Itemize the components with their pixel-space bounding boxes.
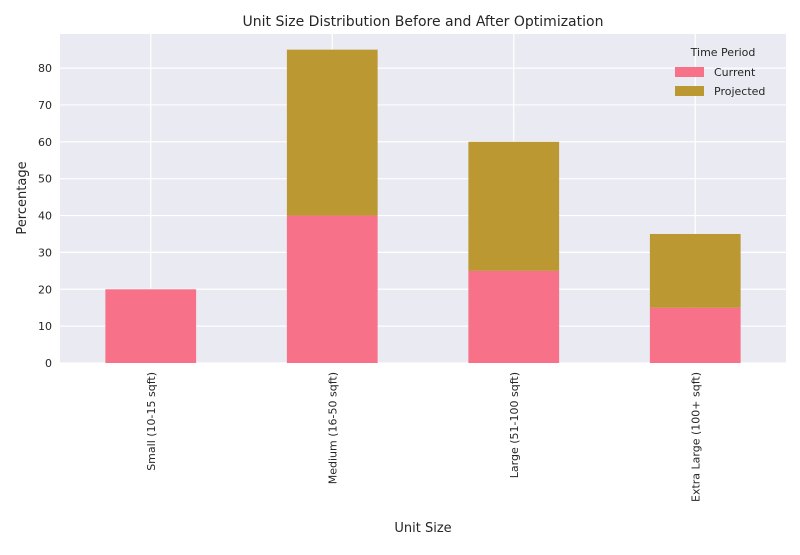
x-tick-label: Medium (16-50 sqft)	[326, 372, 339, 484]
bar-current	[286, 215, 378, 363]
x-axis-ticks: Small (10-15 sqft) Medium (16-50 sqft) Lar…	[145, 372, 703, 502]
bar-projected	[649, 233, 741, 308]
legend-title: Time Period	[690, 46, 756, 59]
y-tick-label: 30	[38, 246, 52, 259]
y-tick-label: 20	[38, 283, 52, 296]
x-tick-label: Extra Large (100+ sqft)	[689, 372, 702, 502]
y-tick-label: 0	[45, 357, 52, 370]
bars	[105, 49, 741, 363]
y-tick-label: 80	[38, 62, 52, 75]
legend: Time Period Current Projected	[675, 46, 765, 98]
y-tick-label: 40	[38, 210, 52, 223]
chart-title: Unit Size Distribution Before and After …	[243, 14, 604, 30]
legend-label-current: Current	[714, 66, 756, 79]
bar-current	[105, 289, 197, 363]
x-axis-label: Unit Size	[394, 521, 451, 536]
bar-projected	[468, 141, 560, 271]
y-tick-label: 10	[38, 320, 52, 333]
y-axis-ticks: 0 10 20 30 40 50 60 70 80	[38, 62, 52, 370]
legend-swatch-projected	[675, 86, 704, 96]
y-tick-label: 70	[38, 99, 52, 112]
y-axis-label: Percentage	[15, 161, 30, 234]
x-tick-label: Small (10-15 sqft)	[145, 372, 158, 471]
bar-projected	[286, 49, 378, 216]
legend-label-projected: Projected	[714, 85, 765, 98]
y-tick-label: 50	[38, 173, 52, 186]
bar-current	[468, 270, 560, 363]
legend-swatch-current	[675, 67, 704, 77]
x-tick-label: Large (51-100 sqft)	[508, 372, 521, 478]
bar-current	[649, 307, 741, 363]
y-tick-label: 60	[38, 136, 52, 149]
